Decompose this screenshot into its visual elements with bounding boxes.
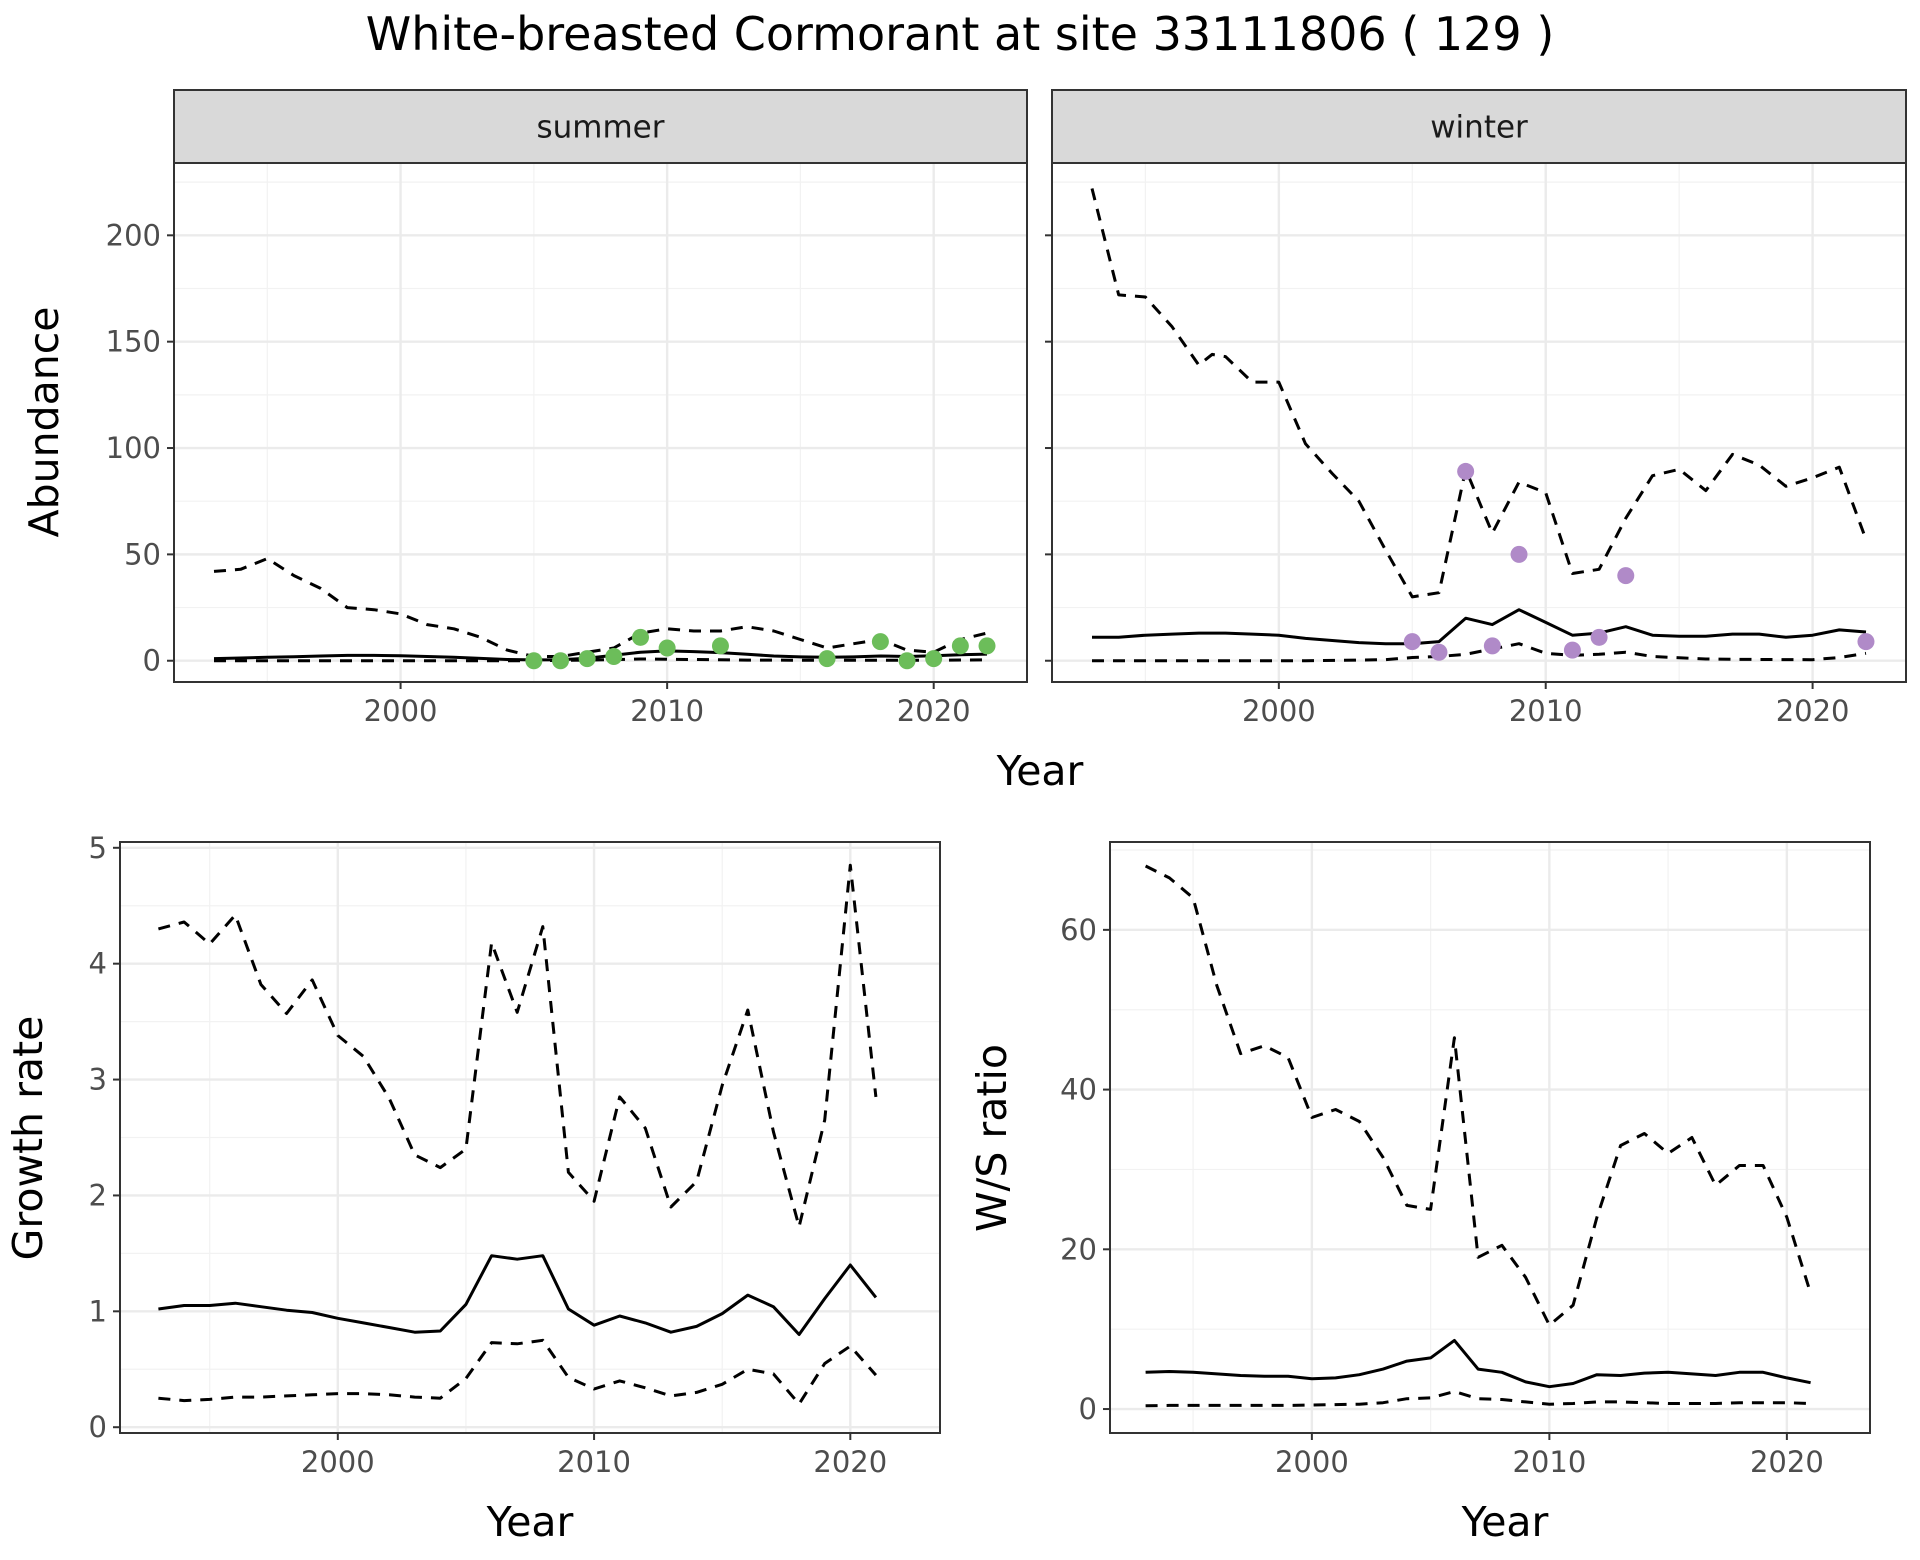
y-tick-label: 1 <box>89 1294 107 1328</box>
data-point <box>1483 637 1501 655</box>
facet-strip <box>173 89 1028 164</box>
x-axis-title: Year <box>486 1498 574 1546</box>
y-tick-label: 200 <box>106 218 161 252</box>
data-point <box>818 650 836 668</box>
x-tick-label: 2010 <box>630 694 704 728</box>
panel-abundance_winter: winter 2000 2010 2020 <box>1045 89 1907 728</box>
y-tick-label: 0 <box>1079 1392 1097 1426</box>
y-tick-label: 40 <box>1060 1073 1097 1107</box>
y-tick-label: 3 <box>89 1063 107 1097</box>
series-line-upper <box>213 557 988 658</box>
x-axis-title: Year <box>996 747 1084 795</box>
x-tick-label: 2010 <box>1509 694 1583 728</box>
x-tick-label: 2000 <box>1242 694 1316 728</box>
chart-title: White-breasted Cormorant at site 3311180… <box>366 7 1555 61</box>
facet-strip-label: winter <box>1430 110 1528 146</box>
data-point <box>951 637 969 655</box>
data-point <box>925 650 943 668</box>
panel-border <box>1109 841 1871 1434</box>
x-tick-label: 2020 <box>1750 1445 1824 1479</box>
data-point <box>605 647 623 665</box>
facet-strip-label: summer <box>536 110 664 146</box>
series-line-upper <box>1144 864 1813 1327</box>
panel-abundance_summer: summer 2000 2010 2020 0 50 100 150 200 Year Abunda… <box>20 89 1084 795</box>
data-point <box>1457 462 1475 480</box>
series-line-upper <box>158 863 878 1229</box>
panel-border <box>119 841 941 1434</box>
data-point <box>1563 641 1581 659</box>
data-point <box>578 650 596 668</box>
data-point <box>898 652 916 670</box>
y-axis-title: Growth rate <box>4 1016 52 1261</box>
data-point <box>1510 545 1528 563</box>
y-tick-label: 150 <box>106 325 161 359</box>
y-axis-title: W/S ratio <box>968 1044 1016 1232</box>
data-point <box>711 637 729 655</box>
y-tick-label: 4 <box>89 947 107 981</box>
series-line-median <box>1092 608 1867 646</box>
y-tick-label: 5 <box>89 831 107 865</box>
x-tick-label: 2010 <box>1512 1445 1586 1479</box>
series-line-lower <box>158 1338 878 1406</box>
x-tick-label: 2020 <box>897 694 971 728</box>
y-axis-title: Abundance <box>20 307 68 538</box>
x-axis-title: Year <box>1461 1498 1549 1546</box>
panel-ws_ratio: 2000 2010 2020 0 20 40 60 Year W/S ratio <box>968 841 1871 1546</box>
y-tick-label: 100 <box>106 431 161 465</box>
series-line-lower <box>1145 1390 1811 1408</box>
panel-background <box>1052 163 1906 682</box>
x-tick-label: 2000 <box>1275 1445 1349 1479</box>
y-tick-label: 60 <box>1060 913 1097 947</box>
data-point <box>631 628 649 646</box>
data-point <box>1617 567 1635 585</box>
data-point <box>658 639 676 657</box>
x-tick-label: 2000 <box>364 694 438 728</box>
x-tick-label: 2010 <box>557 1445 631 1479</box>
panel-background <box>174 163 1027 682</box>
series-line-lower <box>214 657 988 663</box>
data-point <box>1857 633 1875 651</box>
data-point <box>1430 643 1448 661</box>
data-point <box>525 652 543 670</box>
data-point <box>871 633 889 651</box>
series-line-median <box>158 1254 878 1336</box>
data-point <box>552 652 570 670</box>
data-point <box>1590 628 1608 646</box>
y-tick-label: 2 <box>89 1178 107 1212</box>
data-point <box>1403 633 1421 651</box>
x-tick-label: 2000 <box>301 1445 375 1479</box>
series-line-median <box>213 649 988 662</box>
y-tick-label: 20 <box>1060 1232 1097 1266</box>
facet-strip <box>1051 89 1907 164</box>
y-tick-label: 50 <box>124 537 161 571</box>
data-point <box>978 637 996 655</box>
series-line-median <box>1145 1338 1811 1389</box>
panel-growth_rate: 2000 2010 2020 0 1 2 3 4 5 Year Growth rate <box>4 831 941 1546</box>
x-tick-label: 2020 <box>1776 694 1850 728</box>
x-tick-label: 2020 <box>813 1445 887 1479</box>
y-tick-label: 0 <box>89 1410 107 1444</box>
y-tick-label: 0 <box>143 644 161 678</box>
panel-background <box>1110 842 1870 1433</box>
